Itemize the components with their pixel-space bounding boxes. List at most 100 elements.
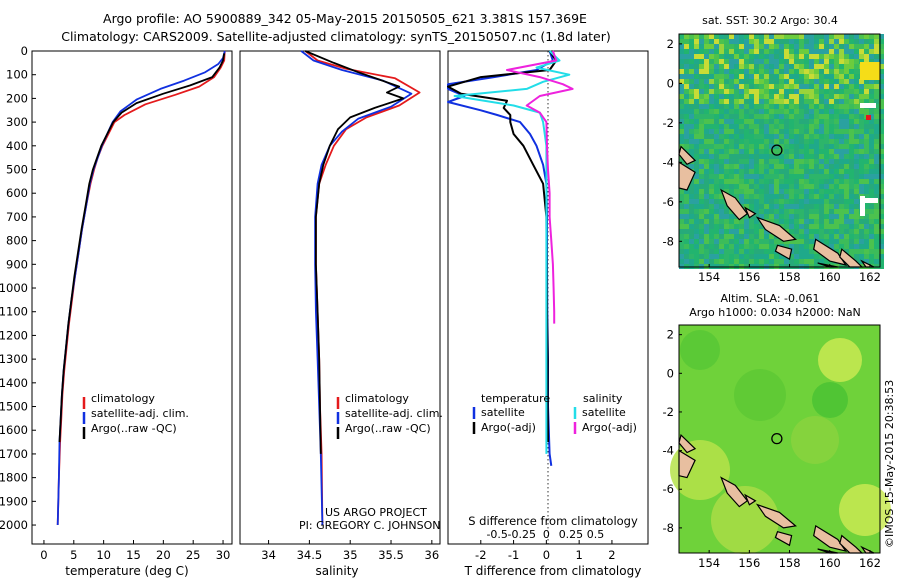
sst-cell — [684, 234, 689, 239]
sst-cell — [759, 254, 764, 259]
sst-cell — [849, 154, 854, 159]
sst-cell — [874, 214, 879, 219]
sst-cell — [679, 229, 684, 234]
sst-cell — [849, 74, 854, 79]
lat-tick-label: -6 — [663, 482, 674, 496]
warm-patch — [860, 62, 880, 80]
sst-cell — [744, 169, 749, 174]
sst-cell — [754, 114, 759, 119]
sst-cell — [744, 109, 749, 114]
sst-cell — [834, 224, 839, 229]
sst-cell — [819, 124, 824, 129]
sst-cell — [844, 219, 849, 224]
sst-cell — [679, 89, 684, 94]
sst-cell — [694, 99, 699, 104]
sst-cell — [699, 209, 704, 214]
sst-cell — [789, 74, 794, 79]
sst-cell — [829, 34, 834, 39]
sst-cell — [729, 114, 734, 119]
sst-cell — [744, 204, 749, 209]
sst-cell — [834, 204, 839, 209]
sst-cell — [879, 184, 884, 189]
sst-cell — [749, 69, 754, 74]
sst-cell — [864, 94, 869, 99]
sst-cell — [819, 109, 824, 114]
sst-cell — [874, 174, 879, 179]
sst-cell — [849, 204, 854, 209]
sst-cell — [849, 219, 854, 224]
sst-cell — [819, 179, 824, 184]
sst-cell — [719, 79, 724, 84]
sst-cell — [874, 224, 879, 229]
sst-cell — [809, 209, 814, 214]
sst-cell — [734, 234, 739, 239]
sst-cell — [734, 114, 739, 119]
sst-cell — [779, 159, 784, 164]
sst-cell — [689, 54, 694, 59]
sst-cell — [869, 154, 874, 159]
sst-cell — [779, 154, 784, 159]
sst-cell — [764, 54, 769, 59]
sst-cell — [854, 79, 859, 84]
island — [774, 244, 793, 261]
sst-cell — [699, 244, 704, 249]
sst-cell — [779, 59, 784, 64]
sst-cell — [819, 99, 824, 104]
y-tick-label: 800 — [6, 234, 28, 248]
sst-cell — [739, 189, 744, 194]
sst-cell — [789, 144, 794, 149]
sst-cell — [829, 234, 834, 239]
sst-cell — [704, 59, 709, 64]
sst-cell — [794, 49, 799, 54]
sst-cell — [734, 144, 739, 149]
sst-cell — [784, 64, 789, 69]
sst-cell — [769, 114, 774, 119]
sst-cell — [839, 134, 844, 139]
sst-cell — [854, 224, 859, 229]
sst-cell — [824, 49, 829, 54]
sst-cell — [734, 259, 739, 264]
sst-cell — [864, 249, 869, 254]
sst-cell — [784, 179, 789, 184]
sst-cell — [719, 259, 724, 264]
sst-cell — [774, 174, 779, 179]
sst-cell — [709, 84, 714, 89]
x-tick-label: 30 — [216, 548, 231, 562]
sla-anomaly — [812, 382, 848, 418]
sst-cell — [879, 229, 884, 234]
sst-cell — [774, 64, 779, 69]
sst-cell — [794, 159, 799, 164]
sst-cell — [819, 229, 824, 234]
sst-cell — [729, 184, 734, 189]
sst-cell — [709, 139, 714, 144]
sst-cell — [744, 154, 749, 159]
sst-cell — [874, 44, 879, 49]
sst-cell — [784, 259, 789, 264]
sst-cell — [789, 94, 794, 99]
sst-cell — [729, 109, 734, 114]
sst-cell — [824, 69, 829, 74]
island — [720, 476, 749, 508]
sst-cell — [794, 204, 799, 209]
sst-cell — [859, 129, 864, 134]
sst-cell — [864, 234, 869, 239]
sst-cell — [779, 259, 784, 264]
sst-landmass — [678, 145, 875, 268]
sst-cell — [779, 194, 784, 199]
sst-cell — [809, 144, 814, 149]
sst-cell — [829, 144, 834, 149]
sst-cell — [859, 219, 864, 224]
project-annotation: US ARGO PROJECT — [325, 506, 427, 519]
sst-cell — [789, 154, 794, 159]
imos-credit: ©IMOS 15-May-2015 20:38:53 — [883, 380, 896, 548]
sst-cell — [834, 64, 839, 69]
sst-cell — [839, 214, 844, 219]
sst-cell — [694, 39, 699, 44]
sst-cell — [709, 229, 714, 234]
sst-cell — [809, 184, 814, 189]
sst-cell — [824, 134, 829, 139]
sst-cell — [864, 49, 869, 54]
sst-cell — [789, 39, 794, 44]
s-difference-label: S difference from climatology — [468, 514, 638, 528]
sst-cell — [824, 94, 829, 99]
